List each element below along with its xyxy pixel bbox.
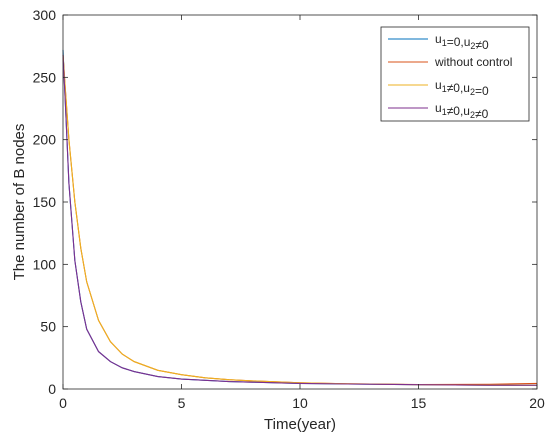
y-axis-label: The number of B nodes <box>11 124 28 281</box>
series-layer <box>62 49 538 386</box>
legend-label-3: u1≠0,u2=0 <box>435 78 489 98</box>
x-tick-label: 10 <box>292 395 308 411</box>
y-tick-label: 150 <box>33 194 57 210</box>
x-tick-label: 5 <box>178 395 186 411</box>
x-tick-label: 15 <box>411 395 427 411</box>
x-axis-label: Time(year) <box>264 416 336 433</box>
legend-box <box>380 26 530 122</box>
y-tick-label: 100 <box>33 256 57 272</box>
x-tick-label: 0 <box>59 395 67 411</box>
y-tick-label: 50 <box>40 319 56 335</box>
y-tick-label: 0 <box>48 381 56 397</box>
legend-label-2: without control <box>434 55 512 69</box>
legend: u1=0,u2≠0 without control u1≠0,u2=0 u1≠0,u2… <box>380 26 530 122</box>
legend-label-1: u1=0,u2≠0 <box>435 32 489 52</box>
y-tick-label: 200 <box>33 132 57 148</box>
y-tick-label: 300 <box>33 7 57 23</box>
y-tick-label: 250 <box>33 69 57 85</box>
x-tick-label: 20 <box>529 395 545 411</box>
legend-label-4: u1≠0,u2≠0 <box>435 101 489 121</box>
series-line-4 <box>62 54 537 386</box>
